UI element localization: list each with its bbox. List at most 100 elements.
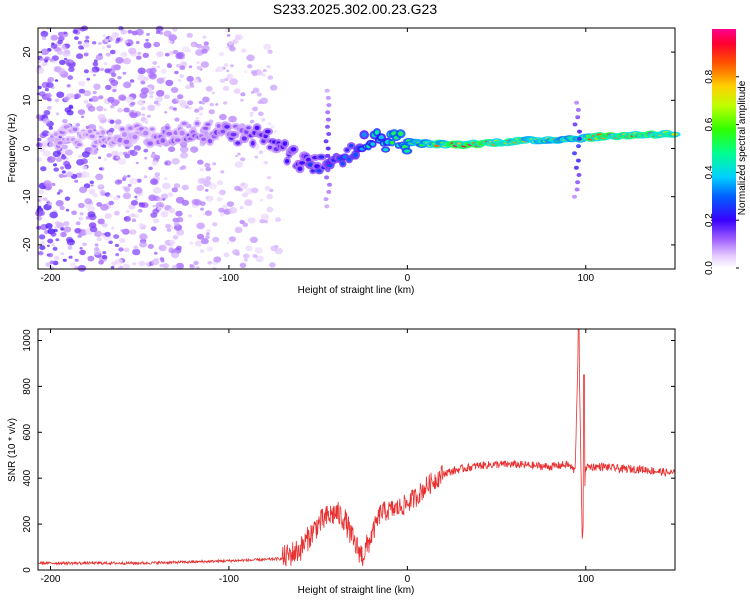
spectrogram-noise-blob: [133, 245, 139, 250]
spectrogram-ridge-core: [353, 152, 359, 158]
spectrogram-noise-blob: [209, 102, 215, 107]
spectrogram-noise-blob: [266, 206, 274, 213]
spectrogram-x-tick-label: 100: [577, 273, 594, 284]
spectrogram-ridge-core: [285, 159, 290, 164]
spectrogram-noise-blob: [196, 65, 202, 70]
spectrogram-x-label: Height of straight line (km): [298, 285, 415, 296]
spectrogram-noise-blob: [37, 85, 42, 90]
spectrogram-ridge-core: [72, 127, 78, 132]
spectrogram-noise-blob: [106, 153, 112, 158]
colorbar: 0.0 0.2 0.4 0.6 0.8 Normalized spectral ampl…: [704, 29, 748, 275]
spectrogram-noise-blob: [62, 258, 67, 262]
spectrogram-ridge-core: [166, 131, 173, 136]
spectrogram-noise-blob: [68, 255, 73, 259]
spectrogram-noise-blob: [228, 236, 236, 243]
spectrogram-noise-blob: [251, 70, 259, 77]
spectrogram-spike: [577, 129, 582, 134]
spectrogram-noise-blob: [147, 244, 154, 249]
spectrogram-noise-blob: [77, 234, 82, 238]
spectrogram-ridge-core: [267, 145, 273, 150]
spectrogram-noise-blob: [149, 67, 157, 74]
spectrogram-noise-blob: [226, 34, 231, 37]
spectrogram-noise-blob: [39, 245, 46, 251]
spectrogram-spike: [575, 158, 581, 163]
spectrogram-ridge-core: [404, 149, 410, 153]
spectrogram-noise-blob: [156, 77, 165, 84]
spectrogram-noise-blob: [215, 103, 219, 106]
spectrogram-noise-blob: [79, 186, 88, 194]
spectrogram-spike: [325, 95, 331, 100]
spectrogram-x-tick-label: -200: [40, 273, 60, 284]
spectrogram-noise-blob: [160, 68, 167, 74]
spectrogram-noise-blob: [106, 44, 112, 49]
spectrogram-noise-blob: [228, 207, 238, 214]
spectrogram-noise-blob: [46, 199, 50, 203]
spectrogram-noise-blob: [44, 59, 48, 63]
spectrogram-spike: [324, 204, 330, 209]
spectrogram-noise-blob: [105, 52, 111, 57]
spectrogram-ridge-core: [383, 148, 389, 152]
spectrogram-noise-blob: [122, 192, 132, 200]
spectrogram-noise-blob: [162, 263, 169, 269]
spectrogram-ridge-core: [349, 144, 354, 148]
spectrogram-noise-blob: [164, 52, 170, 57]
spectrogram-noise-blob: [111, 226, 115, 230]
spectrogram-noise-blob: [44, 56, 50, 61]
spectrogram-noise-blob: [242, 222, 249, 228]
spectrogram-noise-blob: [83, 69, 89, 74]
spectrogram-noise-blob: [191, 43, 196, 47]
spectrogram-ridge-core: [160, 138, 166, 143]
spectrogram-y-tick-label: -10: [22, 189, 33, 204]
spectrogram-noise-blob: [123, 247, 130, 253]
spectrogram-noise-blob: [122, 178, 127, 182]
spectrogram-ridge-core: [378, 135, 384, 140]
spectrogram-noise-blob: [109, 127, 115, 133]
spectrogram-noise-blob: [254, 247, 263, 254]
spectrogram-noise-blob: [51, 42, 55, 45]
spectrogram-noise-blob: [104, 231, 111, 237]
spectrogram-noise-blob: [36, 157, 42, 162]
spectrogram-noise-blob: [65, 149, 73, 156]
spectrogram-noise-blob: [36, 142, 43, 148]
spectrogram-noise-blob: [169, 106, 174, 110]
spectrogram-noise-blob: [247, 64, 253, 69]
snr-y-ticks: 0 200 400 600 800 1000: [22, 329, 675, 573]
spectrogram-noise-blob: [172, 49, 179, 55]
snr-x-tick-label: 0: [405, 574, 411, 585]
colorbar-gradient: [712, 29, 736, 268]
spectrogram-noise-blob: [156, 65, 160, 69]
spectrogram-noise-blob: [136, 55, 142, 60]
spectrogram-spike: [575, 107, 581, 112]
spectrogram-ridge-core: [149, 127, 155, 131]
spectrogram-noise-blob: [194, 240, 203, 247]
spectrogram-noise-blob: [51, 156, 57, 161]
spectrogram-noise-blob: [156, 51, 164, 58]
spectrogram-noise-blob: [85, 203, 91, 209]
spectrogram-noise-blob: [135, 198, 139, 201]
spectrogram-noise-blob: [267, 122, 272, 126]
spectrogram-noise-blob: [234, 226, 243, 234]
spectrogram-noise-blob: [40, 241, 45, 246]
spectrogram-noise-blob: [252, 87, 260, 94]
spectrogram-noise-blob: [234, 39, 239, 43]
spectrogram-noise-blob: [63, 96, 70, 102]
spectrogram-noise-blob: [254, 155, 259, 159]
spectrogram-ridge-core: [202, 126, 209, 130]
spectrogram-noise-blob: [226, 73, 234, 80]
spectrogram-spike: [574, 100, 580, 105]
snr-y-tick-label: 400: [22, 469, 33, 486]
spectrogram-noise-blob: [205, 235, 210, 239]
spectrogram-ridge-core: [132, 134, 138, 140]
snr-y-tick-label: 200: [22, 515, 33, 532]
spectrogram-noise-blob: [98, 232, 103, 236]
spectrogram-noise-blob: [153, 218, 160, 224]
spectrogram-spike: [326, 189, 332, 194]
spectrogram-noise-blob: [145, 38, 149, 42]
spectrogram-noise-blob: [193, 78, 200, 84]
spectrogram-noise-blob: [168, 207, 176, 214]
spectrogram-noise-blob: [186, 32, 193, 38]
spectrogram-noise-blob: [81, 47, 85, 50]
spectrogram-noise-blob: [102, 34, 107, 38]
spectrogram-spike: [572, 194, 577, 199]
spectrogram-noise-blob: [91, 95, 99, 102]
